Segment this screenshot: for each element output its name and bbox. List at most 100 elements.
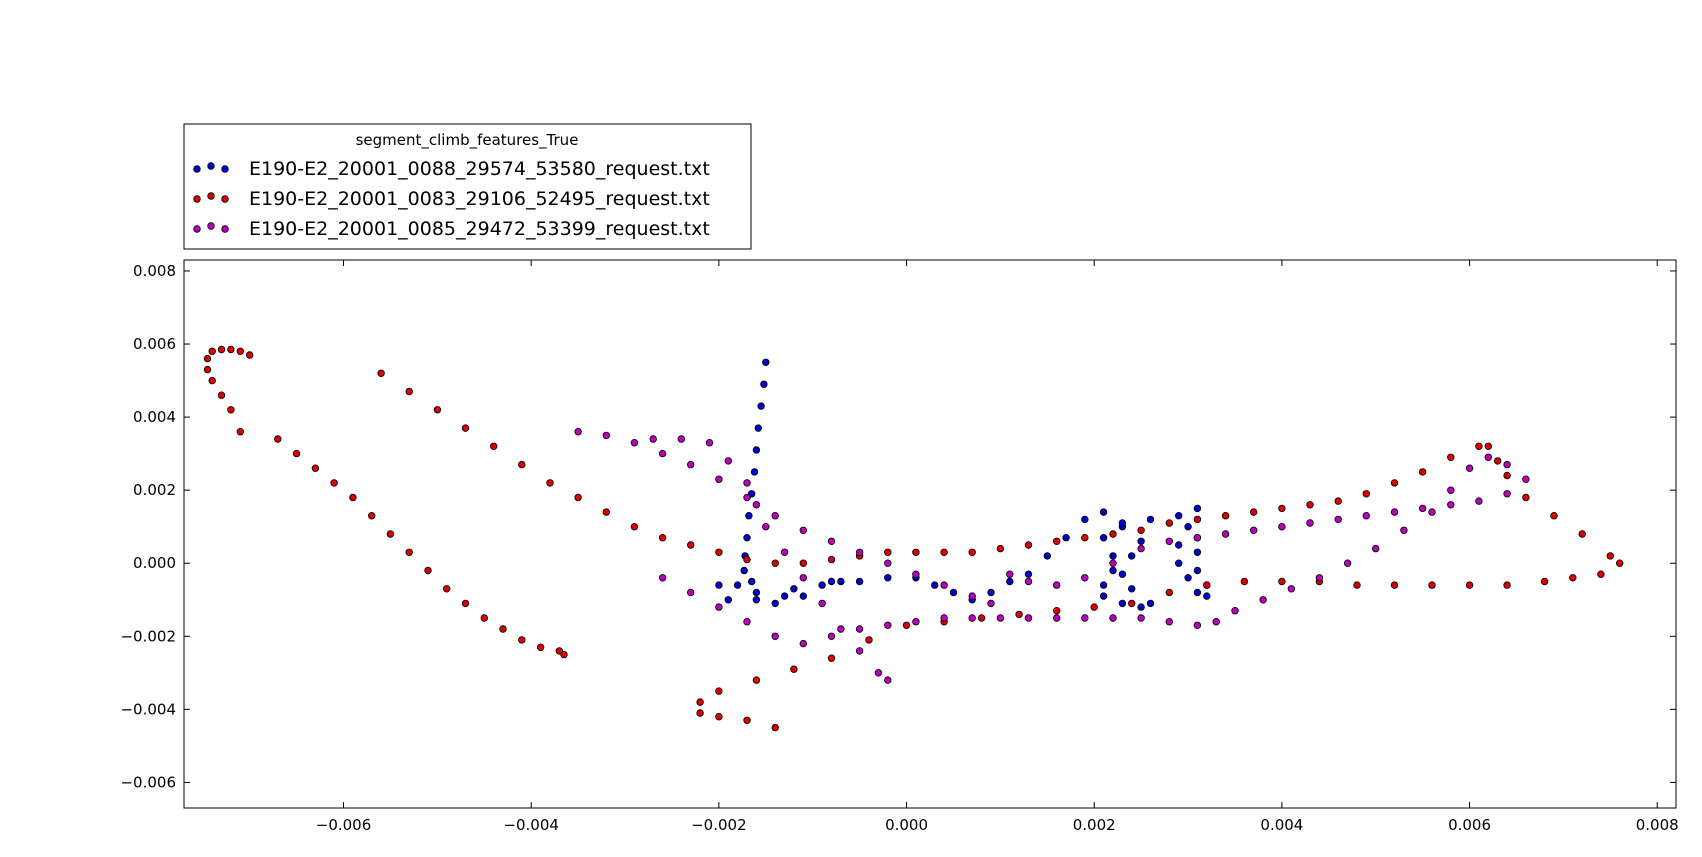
- series-1-point-37: [1118, 599, 1127, 608]
- series-1-point-15: [752, 588, 761, 597]
- legend-marker-1-1: [193, 165, 201, 173]
- series-2-point-32: [461, 424, 470, 432]
- series-3-point-7: [743, 493, 751, 502]
- series-2-point-29: [377, 369, 385, 377]
- series-3-point-56: [1343, 559, 1352, 567]
- series-1-point-39: [1146, 599, 1155, 608]
- series-3-point-49: [1165, 618, 1173, 626]
- series-3-point-46: [1081, 614, 1089, 622]
- series-2-point-50: [968, 548, 976, 556]
- series-2-point-54: [1081, 534, 1089, 542]
- series-3-point-62: [1484, 453, 1492, 461]
- series-1-point-4: [754, 424, 762, 432]
- series-3-point-51: [1212, 618, 1220, 626]
- series-1-point-29: [1081, 515, 1089, 524]
- series-3-point-68: [1418, 504, 1427, 513]
- plot-area: [184, 260, 1676, 808]
- series-3-point-76: [1193, 534, 1202, 542]
- series-2-point-18: [386, 530, 395, 538]
- series-3-point-11: [855, 548, 864, 556]
- series-1-point-25: [1006, 577, 1014, 586]
- x-tick-label-1: −0.006: [316, 816, 372, 834]
- series-2-point-58: [1193, 515, 1202, 524]
- series-3-point-23: [762, 523, 770, 531]
- series-3-point-61: [1465, 464, 1474, 472]
- series-3-point-39: [884, 621, 892, 629]
- series-3-point-19: [705, 439, 714, 447]
- series-3-point-53: [1259, 596, 1267, 604]
- series-1-point-1: [762, 358, 770, 366]
- series-2-point-48: [912, 548, 920, 556]
- series-2-point-73: [1550, 512, 1558, 520]
- series-1-point-3: [757, 402, 765, 410]
- series-2-point-84: [1353, 581, 1361, 589]
- series-2-point-75: [1606, 552, 1614, 560]
- series-2-point-97: [865, 636, 873, 644]
- y-tick-label-1: −0.006: [120, 773, 176, 791]
- series-1-point-19: [884, 574, 892, 582]
- series-3-point-77: [1165, 537, 1173, 545]
- series-3-point-78: [1137, 544, 1145, 553]
- series-2-point-1: [245, 351, 254, 359]
- series-2-point-5: [208, 347, 216, 355]
- series-3-point-4: [658, 449, 667, 458]
- x-tick-label-5: 0.002: [1073, 816, 1116, 834]
- series-2-point-49: [940, 548, 948, 556]
- legend-label-2: E190-E2_20001_0083_29106_52495_request.t…: [249, 188, 710, 210]
- series-2-point-24: [499, 625, 507, 633]
- series-1-point-59: [752, 596, 761, 604]
- series-3-point-3: [630, 439, 639, 447]
- series-3-point-27: [837, 625, 845, 633]
- series-3-point-35: [771, 632, 779, 640]
- series-1-point-12: [748, 577, 756, 586]
- series-3-point-13: [912, 570, 920, 578]
- series-3-point-83: [1006, 570, 1014, 578]
- series-3-point-32: [687, 588, 695, 597]
- series-2-point-74: [1578, 530, 1586, 538]
- series-3-point-10: [827, 537, 836, 545]
- legend-title: segment_climb_features_True: [356, 131, 579, 150]
- series-1-point-9: [743, 534, 751, 542]
- series-2-point-77: [1597, 570, 1605, 578]
- series-3-point-31: [658, 574, 667, 582]
- series-2-point-76: [1615, 559, 1624, 567]
- series-1-point-50: [1174, 559, 1183, 567]
- series-1-point-18: [855, 577, 864, 586]
- series-3-point-69: [1390, 508, 1399, 516]
- series-2-point-86: [1278, 577, 1286, 586]
- series-2-point-103: [696, 709, 704, 717]
- series-2-point-6: [203, 354, 212, 363]
- series-2-point-53: [1052, 537, 1061, 545]
- series-3-point-25: [799, 574, 807, 582]
- series-1-point-55: [1193, 566, 1202, 575]
- series-2-point-35: [546, 479, 554, 487]
- series-3-point-81: [1052, 581, 1061, 589]
- legend-entry-1: E190-E2_20001_0088_29574_53580_request.t…: [193, 158, 710, 180]
- legend-marker-2-3: [221, 195, 229, 203]
- series-2-point-62: [1306, 501, 1314, 509]
- series-2-point-57: [1165, 519, 1173, 527]
- ticks-layer: −0.006 −0.004 −0.002 0.000 0.002 0.004 0.006 0.…: [120, 260, 1679, 834]
- legend-marker-3-2: [207, 222, 215, 230]
- series-3-point-6: [715, 475, 723, 483]
- series-1-point-46: [1174, 512, 1183, 520]
- series-3-point-65: [1503, 490, 1511, 498]
- y-tick-label-6: 0.004: [133, 408, 176, 426]
- series-2-point-79: [1540, 577, 1549, 586]
- y-tick-label-2: −0.004: [120, 700, 176, 718]
- series-1-point-41: [1118, 570, 1127, 578]
- series-2-point-78: [1569, 574, 1577, 582]
- series-2-point-72: [1522, 493, 1530, 502]
- series-1-point-44: [1118, 519, 1127, 527]
- series-2-point-88: [1203, 581, 1211, 589]
- series-3-point-36: [799, 639, 807, 648]
- legend-marker-2-2: [207, 192, 215, 200]
- series-2-point-31: [433, 406, 442, 414]
- series-2-point-15: [330, 479, 338, 487]
- series-2-point-55: [1109, 530, 1117, 538]
- series-2-point-94: [977, 614, 986, 622]
- series-2-point-2: [236, 347, 244, 355]
- series-1-point-13: [733, 581, 742, 589]
- series-1-point-47: [1193, 504, 1202, 513]
- series-2-point-39: [658, 534, 667, 542]
